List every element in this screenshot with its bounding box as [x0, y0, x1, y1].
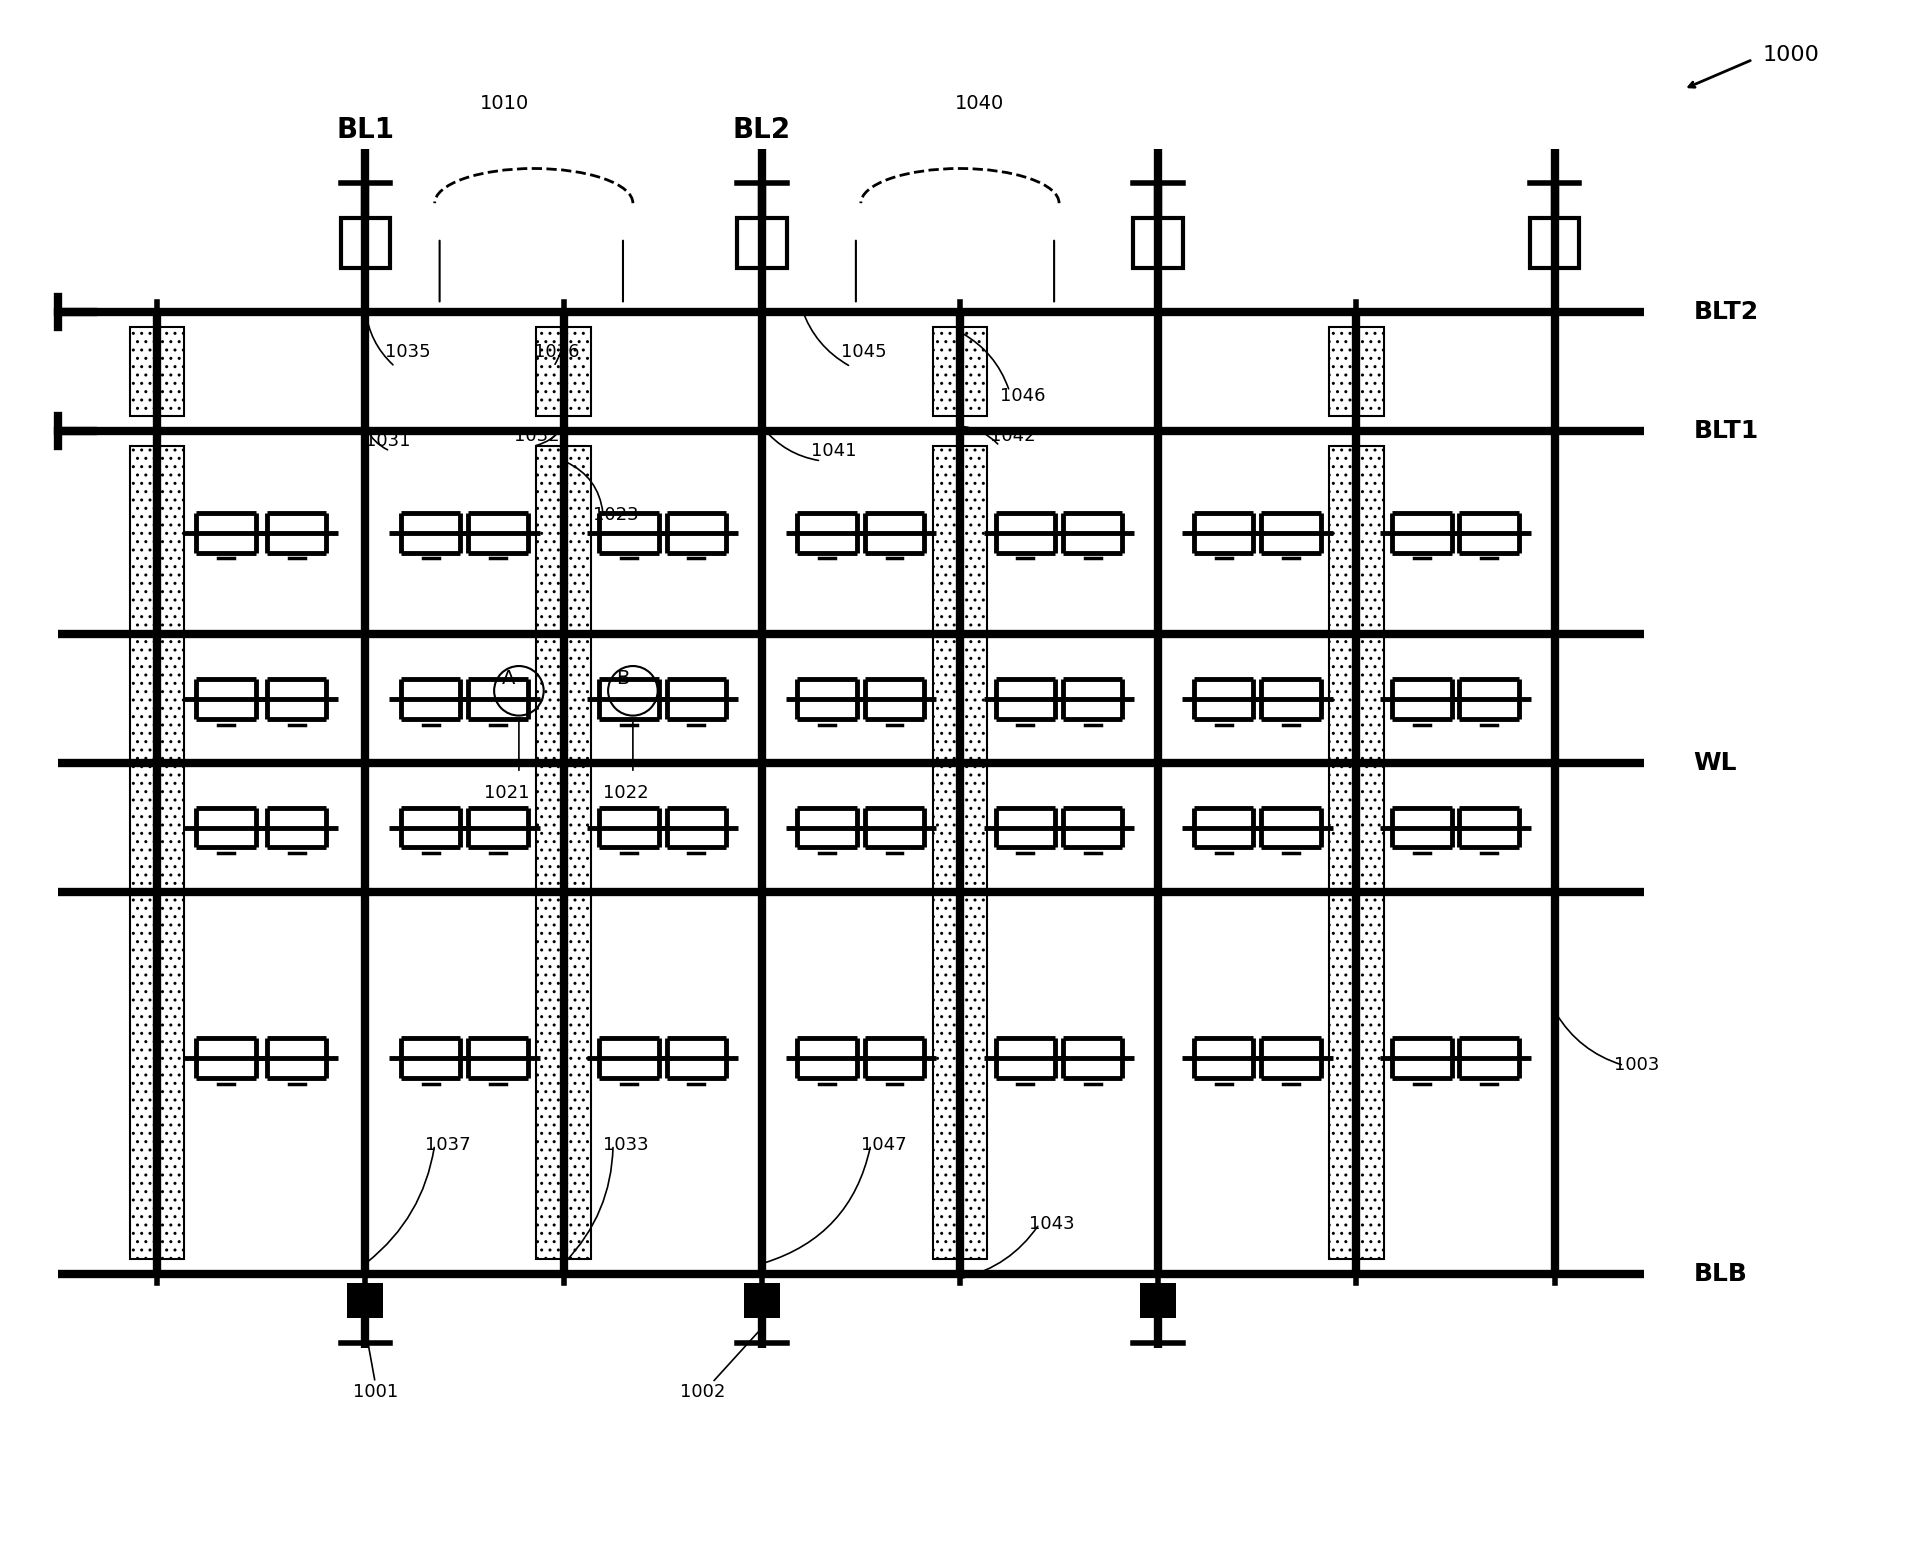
- Text: B: B: [617, 669, 630, 688]
- Bar: [1329, 327, 1383, 416]
- Bar: [130, 327, 185, 416]
- Bar: [130, 445, 185, 1258]
- Text: BLB: BLB: [1694, 1261, 1748, 1286]
- Text: 1023: 1023: [594, 506, 638, 524]
- Text: BLT1: BLT1: [1694, 419, 1759, 444]
- Bar: [932, 445, 987, 1258]
- Bar: [537, 327, 590, 416]
- Bar: [537, 445, 590, 1258]
- Text: A: A: [502, 669, 516, 688]
- Bar: [1530, 219, 1580, 267]
- Text: 1047: 1047: [861, 1136, 907, 1153]
- Text: 1010: 1010: [479, 94, 529, 113]
- Text: 1042: 1042: [989, 427, 1035, 445]
- Bar: [340, 219, 390, 267]
- Text: 1040: 1040: [955, 94, 1005, 113]
- Bar: [932, 327, 987, 416]
- Text: BL2: BL2: [733, 116, 791, 144]
- Text: WL: WL: [1694, 752, 1736, 775]
- Bar: [348, 1283, 384, 1318]
- Bar: [1140, 1283, 1177, 1318]
- Text: 1046: 1046: [999, 388, 1045, 405]
- Text: 1031: 1031: [365, 431, 411, 450]
- Text: BLT2: BLT2: [1694, 300, 1759, 324]
- Text: 1036: 1036: [533, 342, 579, 361]
- Text: 1045: 1045: [840, 342, 886, 361]
- Text: 1003: 1003: [1614, 1057, 1660, 1074]
- Bar: [737, 219, 787, 267]
- Text: 1032: 1032: [514, 427, 560, 445]
- Text: 1021: 1021: [485, 785, 529, 802]
- Text: 1002: 1002: [680, 1383, 726, 1402]
- Bar: [743, 1283, 779, 1318]
- Text: 1000: 1000: [1763, 44, 1820, 64]
- Text: 1041: 1041: [812, 442, 858, 460]
- Text: 1043: 1043: [1029, 1214, 1075, 1233]
- Text: 1033: 1033: [604, 1136, 649, 1153]
- Text: 1001: 1001: [353, 1383, 397, 1402]
- Bar: [1133, 219, 1182, 267]
- Text: 1022: 1022: [604, 785, 649, 802]
- Text: BL1: BL1: [336, 116, 393, 144]
- Bar: [1329, 445, 1383, 1258]
- Text: 1035: 1035: [386, 342, 432, 361]
- Text: 1037: 1037: [424, 1136, 470, 1153]
